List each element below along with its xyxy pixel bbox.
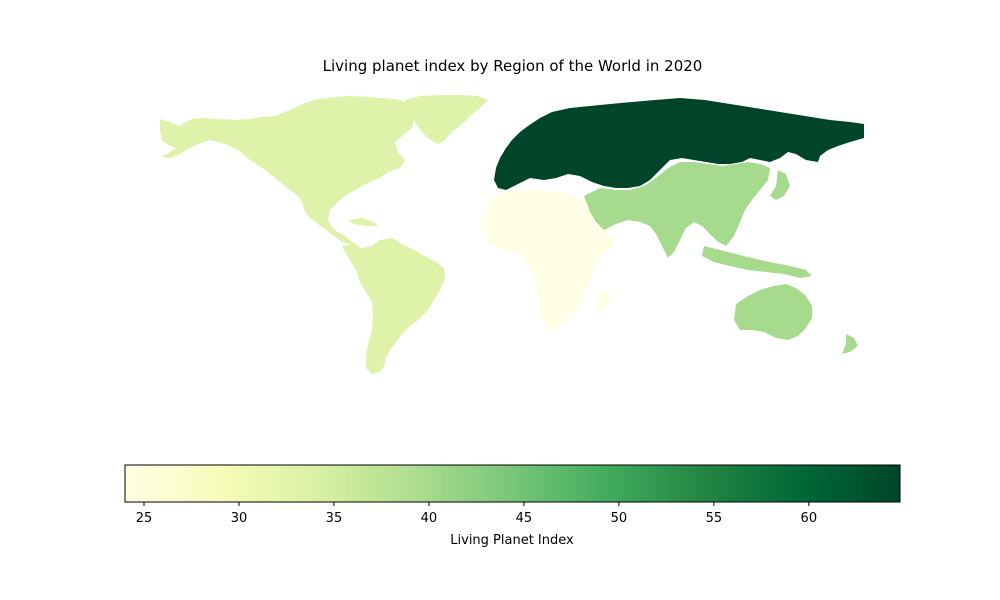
colorbar-tick-label: 60 xyxy=(801,511,818,526)
region-africa-madagascar xyxy=(596,288,610,314)
region-asia-pacific xyxy=(584,162,770,258)
colorbar-label: Living Planet Index xyxy=(450,533,574,548)
colorbar-tick-label: 55 xyxy=(706,511,723,526)
region-latin-america xyxy=(342,238,445,374)
region-asia-pacific-australia xyxy=(734,284,812,340)
colorbar-tick-label: 50 xyxy=(611,511,628,526)
region-asia-pacific-islands xyxy=(702,246,812,278)
world-map xyxy=(160,95,864,374)
region-latin-america-caribbean xyxy=(348,218,378,226)
colorbar-tick-label: 30 xyxy=(231,511,248,526)
colorbar-tick-label: 40 xyxy=(421,511,438,526)
region-africa xyxy=(480,190,616,330)
region-north-america xyxy=(160,96,415,246)
colorbar-ticks: 25 30 35 40 45 50 55 60 xyxy=(136,502,817,526)
region-asia-pacific-new-zealand xyxy=(842,334,858,354)
colorbar-tick-label: 35 xyxy=(326,511,343,526)
map-regions xyxy=(160,95,864,374)
colorbar-gradient xyxy=(124,464,901,503)
colorbar-tick-label: 25 xyxy=(136,511,153,526)
chart-title: Living planet index by Region of the Wor… xyxy=(322,57,703,75)
region-north-america-greenland xyxy=(405,95,488,144)
region-europe-central-asia xyxy=(494,98,864,190)
colorbar-tick-label: 45 xyxy=(516,511,533,526)
region-asia-pacific-japan xyxy=(770,170,790,200)
